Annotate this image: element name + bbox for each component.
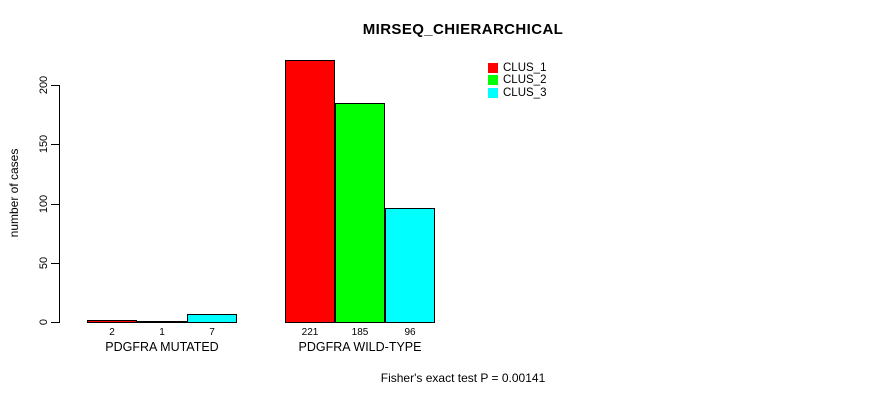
bar-clus_3-1 xyxy=(385,208,435,323)
bar-value-label: 7 xyxy=(209,327,215,338)
y-tick-label: 50 xyxy=(38,256,50,269)
legend-label: CLUS_2 xyxy=(503,74,547,87)
y-tick-label: 200 xyxy=(38,75,50,95)
legend-row: CLUS_3 xyxy=(488,87,546,99)
y-tick-label: 100 xyxy=(38,194,50,213)
bar-value-label: 1 xyxy=(159,327,165,338)
chart-title: MIRSEQ_CHIERARCHICAL xyxy=(362,21,564,38)
y-axis-line xyxy=(59,85,60,323)
legend-swatch-icon xyxy=(488,63,498,74)
bar-clus_2-1 xyxy=(335,102,385,323)
x-category-label: PDGFRA MUTATED xyxy=(105,340,219,354)
y-tick-mark xyxy=(51,322,59,323)
y-tick-mark xyxy=(51,85,59,86)
bar-clus_1-1 xyxy=(285,60,335,323)
bar-value-label: 2 xyxy=(109,327,115,338)
legend-row: CLUS_1 xyxy=(488,62,546,74)
bar-clus_2-0 xyxy=(137,320,187,323)
legend-swatch-icon xyxy=(488,87,498,98)
legend-label: CLUS_1 xyxy=(503,62,547,75)
bar-clus_3-0 xyxy=(187,313,237,323)
annotation-fisher-test: Fisher's exact test P = 0.00141 xyxy=(380,371,546,385)
legend-label: CLUS_3 xyxy=(503,86,547,99)
legend-row: CLUS_2 xyxy=(488,74,546,86)
legend: CLUS_1 CLUS_2 CLUS_3 xyxy=(488,62,546,99)
bar-value-label: 96 xyxy=(404,327,416,338)
y-tick-label: 0 xyxy=(38,318,50,326)
bar-clus_1-0 xyxy=(87,319,137,323)
x-category-label: PDGFRA WILD-TYPE xyxy=(298,340,422,354)
y-tick-label: 150 xyxy=(38,135,50,154)
y-axis-label: number of cases xyxy=(7,148,21,238)
legend-swatch-icon xyxy=(488,75,498,86)
bar-value-label: 221 xyxy=(301,327,319,338)
bar-value-label: 185 xyxy=(351,327,369,338)
y-tick-mark xyxy=(51,203,59,205)
y-tick-mark xyxy=(51,262,59,264)
y-tick-mark xyxy=(51,144,59,146)
